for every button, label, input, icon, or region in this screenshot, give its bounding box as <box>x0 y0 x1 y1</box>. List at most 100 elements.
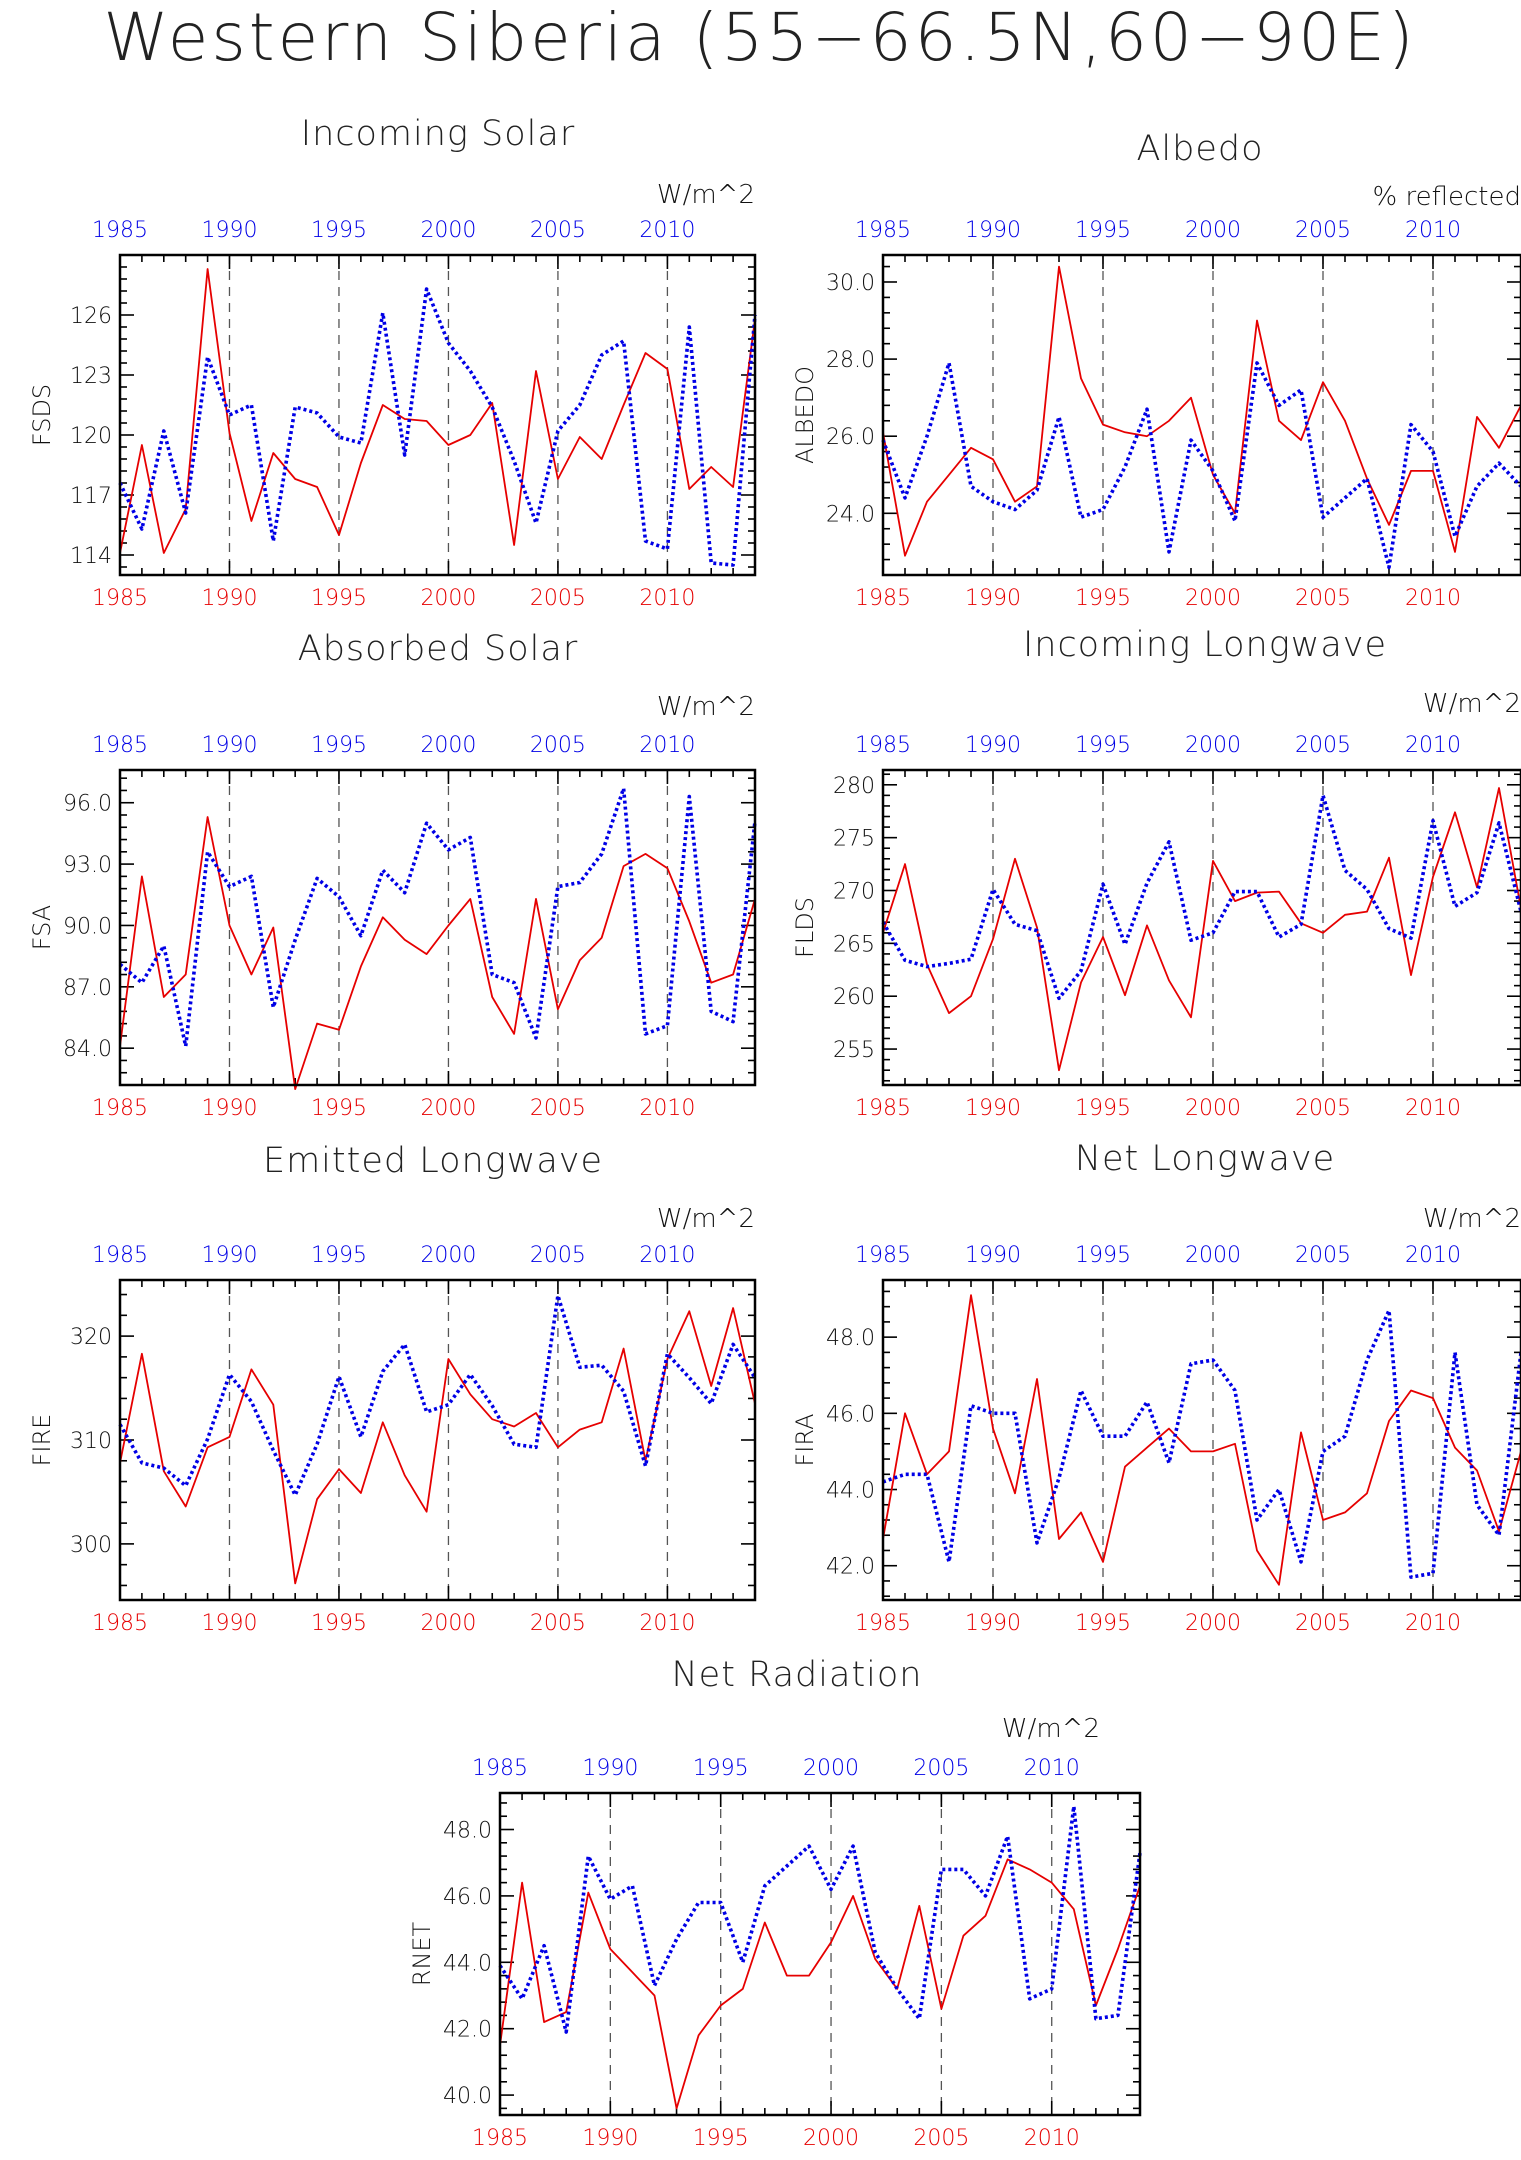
series-line-blue <box>498 1804 1142 2034</box>
x-tick-label-bottom: 1990 <box>582 2126 638 2151</box>
x-tick-label-bottom: 1995 <box>311 1611 367 1636</box>
x-tick-label-bottom: 2010 <box>1405 1611 1461 1636</box>
panel-title: Albedo <box>1136 129 1263 169</box>
plot-frame <box>118 253 757 577</box>
plot-frame <box>118 768 757 1087</box>
x-tick-label-bottom: 2000 <box>420 1611 476 1636</box>
x-tick-label-top: 2010 <box>1405 218 1461 243</box>
y-tick-label: 84.0 <box>63 1037 112 1062</box>
panel-title: Emitted Longwave <box>263 1141 603 1181</box>
series-line-red <box>882 265 1521 557</box>
units-label: W/m^2 <box>657 692 755 722</box>
x-tick-label-bottom: 1995 <box>1075 586 1131 611</box>
y-tick-label: 46.0 <box>826 1402 875 1427</box>
x-tick-label-bottom: 2000 <box>1185 586 1241 611</box>
series-line-red <box>882 1294 1521 1586</box>
x-tick-label-bottom: 2005 <box>530 1096 586 1121</box>
y-tick-label: 48.0 <box>443 1819 492 1844</box>
y-tick-label: 270 <box>833 880 875 905</box>
x-tick-label-bottom: 1985 <box>855 586 911 611</box>
x-tick-label-bottom: 1990 <box>965 1096 1021 1121</box>
x-tick-label-bottom: 2010 <box>1405 1096 1461 1121</box>
x-tick-label-top: 2000 <box>1185 733 1241 758</box>
x-tick-label-bottom: 1995 <box>1075 1096 1131 1121</box>
x-tick-label-top: 1995 <box>1075 1243 1131 1268</box>
x-tick-label-top: 2010 <box>1024 1756 1080 1781</box>
y-axis-label: FIRA <box>791 1413 819 1466</box>
plot-frame <box>118 1278 757 1602</box>
x-tick-label-top: 1995 <box>1075 733 1131 758</box>
panel-title: Absorbed Solar <box>298 629 578 669</box>
x-tick-label-top: 2005 <box>530 1243 586 1268</box>
y-tick-label: 93.0 <box>63 853 112 878</box>
panel-0: Incoming Solar W/m^2 114 117 120 123 126 1985 19… <box>28 114 757 611</box>
plot-frame <box>881 1278 1521 1602</box>
x-tick-label-top: 1990 <box>201 218 257 243</box>
y-tick-label: 48.0 <box>826 1326 875 1351</box>
panel-4: Emitted Longwave W/m^2 300 310 320 1985 1985 19… <box>28 1141 757 1636</box>
x-tick-label-top: 2005 <box>530 218 586 243</box>
x-tick-label-top: 2000 <box>420 1243 476 1268</box>
panel-title: Incoming Longwave <box>1023 625 1387 665</box>
y-tick-label: 44.0 <box>826 1479 875 1504</box>
y-tick-label: 255 <box>833 1038 875 1063</box>
x-tick-label-top: 2000 <box>803 1756 859 1781</box>
series-line-blue <box>882 1308 1521 1579</box>
x-tick-label-bottom: 2010 <box>639 1096 695 1121</box>
series-line-red <box>119 268 756 554</box>
x-tick-label-top: 1995 <box>311 733 367 758</box>
x-tick-label-bottom: 1990 <box>201 586 257 611</box>
x-tick-label-top: 2000 <box>420 218 476 243</box>
y-tick-label: 96.0 <box>63 792 112 817</box>
y-tick-label: 117 <box>70 484 112 509</box>
y-tick-label: 126 <box>70 304 112 329</box>
plot-frame <box>498 1791 1142 2117</box>
x-tick-label-bottom: 1995 <box>1075 1611 1131 1636</box>
x-tick-label-bottom: 2000 <box>803 2126 859 2151</box>
x-tick-label-top: 2005 <box>1295 1243 1351 1268</box>
panel-2: Absorbed Solar W/m^2 84.0 87.0 90.0 93.0 96.0 1… <box>28 629 757 1121</box>
y-tick-label: 280 <box>833 774 875 799</box>
y-axis-label: RNET <box>408 1921 436 1986</box>
x-tick-label-top: 2010 <box>1405 733 1461 758</box>
x-tick-label-bottom: 1990 <box>201 1096 257 1121</box>
x-tick-label-top: 1985 <box>855 218 911 243</box>
x-tick-label-bottom: 1990 <box>965 586 1021 611</box>
panel-title: Net Longwave <box>1075 1139 1335 1179</box>
x-tick-label-top: 1995 <box>311 1243 367 1268</box>
x-tick-label-top: 2005 <box>1295 733 1351 758</box>
x-tick-label-top: 1985 <box>92 1243 148 1268</box>
y-tick-label: 114 <box>70 544 112 569</box>
y-tick-label: 87.0 <box>63 976 112 1001</box>
y-tick-label: 30.0 <box>826 271 875 296</box>
series-line-red <box>882 787 1521 1072</box>
y-tick-label: 40.0 <box>443 2084 492 2109</box>
x-tick-label-top: 2010 <box>1405 1243 1461 1268</box>
x-tick-label-top: 2000 <box>1185 218 1241 243</box>
y-axis-label: FIRE <box>28 1414 56 1467</box>
series-line-red <box>119 816 756 1090</box>
x-tick-label-bottom: 1995 <box>311 1096 367 1121</box>
y-axis-label: FLDS <box>791 897 819 958</box>
x-tick-label-top: 1990 <box>201 733 257 758</box>
x-tick-label-bottom: 1985 <box>92 586 148 611</box>
x-tick-label-bottom: 2005 <box>530 586 586 611</box>
series-line-blue <box>118 786 757 1048</box>
y-tick-label: 120 <box>70 424 112 449</box>
x-tick-label-top: 2010 <box>639 733 695 758</box>
units-label: W/m^2 <box>1002 1714 1100 1744</box>
x-tick-label-top: 1985 <box>92 733 148 758</box>
figure-title: Western Siberia (55−66.5N,60−90E) <box>103 0 1416 76</box>
units-label: W/m^2 <box>657 1204 755 1234</box>
x-tick-label-top: 1990 <box>965 733 1021 758</box>
x-tick-label-bottom: 2010 <box>639 586 695 611</box>
panel-6: Net Radiation W/m^2 40.0 42.0 44.0 46.0 48.0 19… <box>408 1655 1142 2151</box>
x-tick-label-bottom: 2000 <box>420 586 476 611</box>
y-tick-label: 300 <box>70 1533 112 1558</box>
x-tick-label-top: 2000 <box>1185 1243 1241 1268</box>
y-tick-label: 42.0 <box>826 1555 875 1580</box>
units-label: W/m^2 <box>1423 1204 1521 1234</box>
x-tick-label-bottom: 1990 <box>201 1611 257 1636</box>
y-tick-label: 265 <box>833 932 875 957</box>
